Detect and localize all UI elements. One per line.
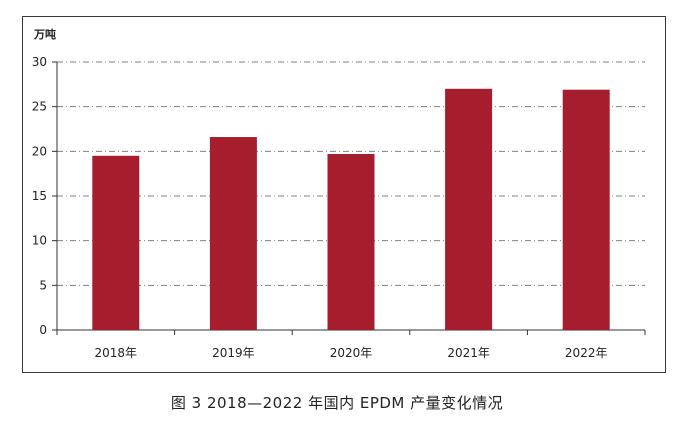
y-tick-label: 25	[32, 100, 47, 114]
figure-caption: 图 3 2018—2022 年国内 EPDM 产量变化情况	[170, 394, 504, 412]
x-tick-label: 2020年	[330, 346, 373, 360]
bar-2022年	[562, 89, 610, 331]
y-axis-unit-label: 万吨	[33, 27, 56, 41]
bar-2020年	[327, 154, 375, 330]
y-tick-label: 5	[39, 278, 47, 292]
y-tick-label: 15	[32, 189, 47, 203]
tick-labels: 0 5 10 15 20 25 30 2018年 2019年 2020年 2021年 2022年	[32, 55, 608, 360]
x-tick-label: 2018年	[95, 346, 138, 360]
x-tick-label: 2021年	[447, 346, 490, 360]
y-tick-label: 0	[39, 323, 47, 337]
gridlines	[57, 61, 645, 286]
bar-2021年	[445, 88, 493, 330]
x-tick-label: 2019年	[212, 346, 255, 360]
bar-2019年	[209, 137, 257, 330]
y-tick-label: 20	[32, 144, 47, 158]
bars	[92, 88, 610, 331]
y-tick-label: 30	[32, 55, 47, 69]
bar-2018年	[92, 155, 140, 330]
x-tick-label: 2022年	[565, 346, 608, 360]
bar-chart: 0 5 10 15 20 25 30 2018年 2019年 2020年 2021年 2022年 万吨	[32, 27, 646, 360]
y-tick-label: 10	[32, 234, 47, 248]
